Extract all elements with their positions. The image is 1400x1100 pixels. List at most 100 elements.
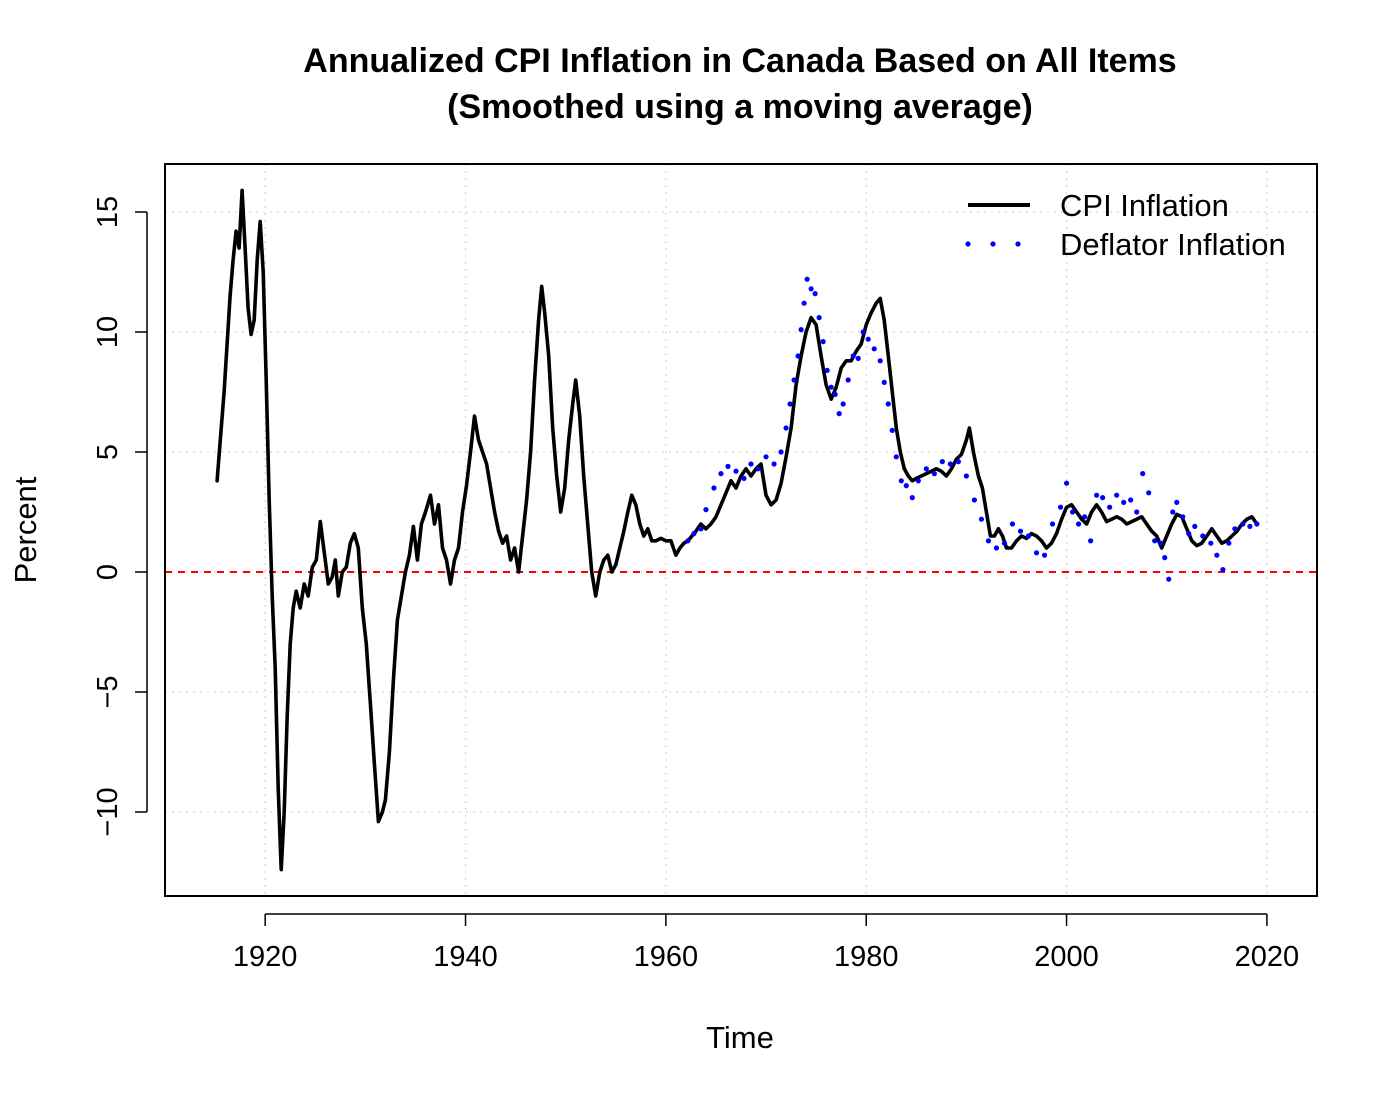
data-point-deflator <box>755 466 761 472</box>
data-point-deflator <box>1088 538 1094 544</box>
data-point-deflator <box>1254 521 1260 527</box>
data-point-deflator <box>711 485 717 491</box>
y-tick-label: −10 <box>92 787 124 836</box>
data-point-deflator <box>1162 555 1168 561</box>
y-tick-label: 15 <box>92 196 124 228</box>
data-point-deflator <box>903 483 909 489</box>
data-point-deflator <box>871 346 877 352</box>
data-point-deflator <box>1107 504 1113 510</box>
data-point-deflator <box>850 353 856 359</box>
data-point-deflator <box>725 463 731 469</box>
y-tick-label: 0 <box>92 564 124 580</box>
data-point-deflator <box>1041 552 1048 558</box>
data-point-deflator <box>1180 514 1186 520</box>
data-point-deflator <box>763 454 769 460</box>
series-layer <box>215 188 1260 872</box>
x-tick-label: 1960 <box>634 941 699 973</box>
data-point-deflator <box>1146 490 1152 496</box>
data-point-deflator <box>741 475 747 481</box>
data-point-deflator <box>1240 521 1246 527</box>
y-tick-label: −5 <box>92 675 124 708</box>
data-point-deflator <box>860 329 866 335</box>
data-point-deflator <box>1017 528 1024 534</box>
data-point-deflator <box>691 531 697 537</box>
data-point-deflator <box>1140 471 1146 477</box>
grid-lines <box>165 164 1317 896</box>
data-point-deflator <box>898 478 904 484</box>
chart-subtitle: (Smoothed using a moving average) <box>447 88 1033 126</box>
data-point-deflator <box>748 461 754 467</box>
data-point-deflator <box>1114 492 1120 498</box>
data-point-deflator <box>993 545 1000 551</box>
x-axis: 1920 1940 1960 1980 2000 2020 <box>233 913 1300 973</box>
data-point-deflator <box>1214 552 1220 558</box>
data-point-deflator <box>1220 567 1226 573</box>
data-point-deflator <box>801 300 807 306</box>
data-point-deflator <box>1134 509 1140 515</box>
data-point-deflator <box>881 379 887 385</box>
legend-swatch-deflator-dot <box>1015 241 1021 247</box>
data-point-deflator <box>978 516 985 522</box>
data-point-deflator <box>893 454 899 460</box>
data-point-deflator <box>1069 509 1076 515</box>
data-point-deflator <box>1247 523 1253 530</box>
data-point-deflator <box>698 526 704 532</box>
data-point-deflator <box>885 401 891 407</box>
plot-frame <box>164 163 1318 897</box>
data-point-deflator <box>877 358 883 364</box>
series-line-cpi-inflation <box>215 188 1259 872</box>
x-tick-label: 2020 <box>1235 941 1300 973</box>
data-point-deflator <box>1152 538 1158 544</box>
data-point-deflator <box>836 411 842 417</box>
data-point-deflator <box>923 466 929 472</box>
x-tick-label: 2000 <box>1034 941 1099 973</box>
data-point-deflator <box>855 355 861 361</box>
data-point-deflator <box>1174 499 1180 505</box>
data-point-deflator <box>947 461 953 467</box>
data-point-deflator <box>1049 521 1056 527</box>
data-point-deflator <box>808 286 814 292</box>
data-point-deflator <box>1033 550 1040 556</box>
y-axis: 15 10 5 0 −5 −10 <box>92 196 148 837</box>
data-point-deflator <box>1075 521 1082 527</box>
data-point-deflator <box>931 471 937 477</box>
data-point-deflator <box>812 291 818 297</box>
data-point-deflator <box>840 401 846 407</box>
x-tick-label: 1940 <box>433 941 498 973</box>
data-point-deflator <box>1232 526 1238 532</box>
data-point-deflator <box>915 478 921 484</box>
data-point-deflator <box>1001 540 1008 546</box>
data-point-deflator <box>845 377 851 383</box>
data-point-deflator <box>1063 480 1070 486</box>
data-point-deflator <box>832 391 838 397</box>
data-point-deflator <box>787 401 793 407</box>
legend-swatch-deflator-dot <box>965 241 971 247</box>
data-point-deflator <box>955 459 961 465</box>
y-axis-label: Percent <box>8 476 43 583</box>
data-point-deflator <box>963 473 969 479</box>
data-point-deflator <box>791 377 797 383</box>
data-point-deflator <box>824 367 830 373</box>
data-point-deflator <box>718 471 724 477</box>
data-point-deflator <box>798 327 804 333</box>
data-point-deflator <box>1226 540 1232 546</box>
data-point-deflator <box>828 384 834 390</box>
data-point-deflator <box>1186 531 1192 537</box>
y-tick-label: 5 <box>92 444 124 460</box>
legend-swatch-deflator-dot <box>990 241 996 247</box>
data-point-deflator <box>778 449 784 455</box>
data-point-deflator <box>1121 499 1127 505</box>
data-point-deflator <box>820 339 826 345</box>
data-point-deflator <box>1025 533 1032 539</box>
data-point-deflator <box>783 425 789 431</box>
series-deflator-inflation <box>685 276 1260 582</box>
data-point-deflator <box>1009 521 1016 527</box>
data-point-deflator <box>1158 540 1164 546</box>
legend-label-cpi: CPI Inflation <box>1060 188 1229 223</box>
data-point-deflator <box>939 459 945 465</box>
data-point-deflator <box>771 461 777 467</box>
data-point-deflator <box>1170 509 1176 515</box>
y-tick-label: 10 <box>92 316 124 348</box>
x-tick-label: 1920 <box>233 941 298 973</box>
